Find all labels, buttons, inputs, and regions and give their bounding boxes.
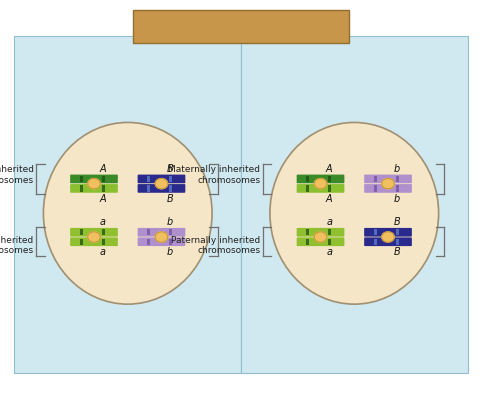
Bar [147, 239, 150, 245]
Text: Paternally inherited
chromosomes: Paternally inherited chromosomes [171, 236, 260, 255]
FancyBboxPatch shape [70, 228, 118, 237]
Text: b: b [394, 164, 400, 174]
FancyBboxPatch shape [364, 237, 412, 246]
Text: A: A [326, 194, 333, 203]
FancyBboxPatch shape [297, 184, 344, 193]
FancyBboxPatch shape [138, 175, 186, 183]
Bar [374, 239, 377, 245]
Bar [80, 185, 83, 192]
Circle shape [88, 179, 100, 189]
Bar [328, 185, 331, 192]
Bar [396, 239, 399, 245]
Text: b: b [167, 217, 173, 227]
FancyBboxPatch shape [138, 237, 186, 246]
Bar [147, 176, 150, 182]
Bar [306, 176, 309, 182]
FancyBboxPatch shape [241, 36, 468, 373]
Text: a: a [326, 247, 332, 257]
Bar [374, 185, 377, 192]
Circle shape [88, 232, 100, 242]
Bar [147, 185, 150, 192]
Text: B: B [167, 164, 174, 174]
Bar [328, 229, 331, 235]
FancyBboxPatch shape [297, 237, 344, 246]
FancyBboxPatch shape [70, 237, 118, 246]
FancyBboxPatch shape [138, 184, 186, 193]
Bar [102, 239, 105, 245]
Circle shape [314, 232, 327, 242]
Bar [374, 176, 377, 182]
Bar [396, 176, 399, 182]
Bar [396, 229, 399, 235]
Bar [328, 176, 331, 182]
Text: a: a [100, 217, 106, 227]
Bar [306, 229, 309, 235]
Text: B: B [393, 217, 400, 227]
FancyBboxPatch shape [70, 175, 118, 183]
Bar [147, 229, 150, 235]
FancyBboxPatch shape [138, 228, 186, 237]
Bar [374, 229, 377, 235]
Ellipse shape [270, 122, 439, 304]
Text: A: A [99, 164, 106, 174]
Circle shape [314, 179, 327, 189]
Text: Paternally inherited
chromosomes: Paternally inherited chromosomes [0, 236, 34, 255]
Bar [169, 239, 172, 245]
Bar [169, 185, 172, 192]
FancyBboxPatch shape [297, 228, 344, 237]
Bar [169, 176, 172, 182]
FancyBboxPatch shape [133, 10, 349, 43]
Circle shape [382, 179, 394, 189]
FancyBboxPatch shape [364, 175, 412, 183]
Bar [102, 229, 105, 235]
Text: Maternally inherited
chromosomes: Maternally inherited chromosomes [0, 166, 34, 185]
Bar [80, 229, 83, 235]
Bar [169, 229, 172, 235]
Bar [306, 185, 309, 192]
Text: b: b [394, 194, 400, 203]
Text: A: A [99, 194, 106, 203]
FancyBboxPatch shape [364, 228, 412, 237]
Circle shape [382, 232, 394, 242]
FancyBboxPatch shape [364, 184, 412, 193]
Text: b: b [167, 247, 173, 257]
FancyBboxPatch shape [14, 36, 241, 373]
Text: Metaphase I: Metaphase I [194, 19, 288, 34]
Circle shape [155, 179, 168, 189]
Text: B: B [167, 194, 174, 203]
Text: A: A [326, 164, 333, 174]
Text: a: a [100, 247, 106, 257]
Bar [102, 176, 105, 182]
FancyBboxPatch shape [297, 175, 344, 183]
Ellipse shape [43, 122, 212, 304]
Bar [328, 239, 331, 245]
Bar [306, 239, 309, 245]
Text: Maternally inherited
chromosomes: Maternally inherited chromosomes [168, 166, 260, 185]
Text: B: B [393, 247, 400, 257]
Bar [80, 239, 83, 245]
FancyBboxPatch shape [70, 184, 118, 193]
Bar [102, 185, 105, 192]
Text: a: a [326, 217, 332, 227]
Circle shape [155, 232, 168, 242]
Bar [396, 185, 399, 192]
Bar [80, 176, 83, 182]
